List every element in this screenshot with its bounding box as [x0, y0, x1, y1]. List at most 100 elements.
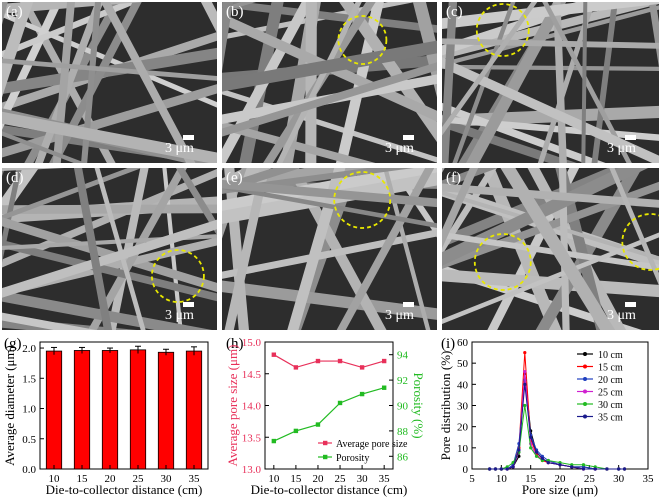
- sem-panel: (f) 3 μm: [442, 168, 659, 330]
- series-marker: [540, 456, 545, 461]
- bar: [129, 349, 147, 470]
- y-tick-label: 30: [457, 401, 469, 413]
- porosity-marker: [293, 428, 299, 434]
- fiber: [222, 179, 437, 208]
- fiber: [442, 5, 659, 67]
- fiber: [200, 2, 217, 34]
- fiber: [442, 38, 659, 49]
- fiber: [2, 168, 142, 221]
- fiber: [94, 168, 146, 330]
- series-marker: [529, 435, 533, 439]
- fiber: [222, 168, 272, 192]
- scale-bar-label: 3 μm: [385, 141, 414, 156]
- x-tick-label: 35: [189, 473, 201, 485]
- y-axis-label: Average diameter (μm): [2, 345, 17, 466]
- y-right-tick-label: 94: [397, 350, 409, 362]
- fiber-image: [2, 2, 217, 163]
- y-right-tick-label: 92: [397, 375, 408, 387]
- series-marker: [488, 467, 492, 471]
- fiber: [276, 2, 362, 163]
- y-tick-label: 0: [463, 464, 469, 476]
- x-tick-label: 35: [643, 473, 655, 485]
- fiber: [2, 2, 34, 98]
- bar: [101, 350, 119, 470]
- panel-label: (i): [441, 336, 455, 352]
- legend-label: Porosity: [336, 453, 369, 464]
- fiber-image: [222, 168, 437, 330]
- series-marker: [570, 465, 574, 469]
- bar: [73, 350, 91, 470]
- fiber: [442, 183, 659, 208]
- series-marker: [523, 350, 527, 355]
- x-tick-label: 30: [161, 473, 173, 485]
- series-marker: [523, 403, 527, 408]
- fiber: [442, 168, 479, 249]
- highlight-circle: [337, 15, 388, 65]
- y-right-tick-label: 86: [397, 451, 409, 463]
- scale-bar: [403, 135, 414, 140]
- y-left-axis-label: Average pore size (μm): [225, 345, 240, 467]
- x-tick-label: 20: [555, 473, 567, 485]
- fiber: [591, 2, 618, 163]
- series-marker: [605, 467, 609, 471]
- y-left-tick-label: 13.0: [242, 464, 262, 476]
- fiber: [49, 2, 142, 163]
- x-tick-label: 25: [133, 473, 145, 485]
- x-tick-label: 20: [312, 473, 324, 485]
- fiber: [609, 168, 659, 286]
- series-marker: [558, 463, 562, 467]
- fiber: [383, 168, 431, 330]
- fiber: [336, 168, 435, 330]
- y-tick-label: 10: [457, 443, 469, 455]
- pore-size-marker: [381, 358, 387, 364]
- series-marker: [622, 467, 627, 471]
- pore-size-marker: [337, 358, 343, 364]
- series-marker: [581, 467, 586, 471]
- legend-marker: [583, 364, 587, 369]
- legend-label: Average pore size: [336, 439, 408, 450]
- series-marker: [493, 467, 498, 471]
- scale-bar: [403, 302, 414, 307]
- fiber: [2, 58, 217, 81]
- fiber: [222, 40, 437, 92]
- series-marker: [511, 465, 515, 469]
- x-axis-label: Pore size (μm): [522, 482, 598, 497]
- y-tick-label: 20: [457, 422, 469, 434]
- fiber-image: [222, 2, 437, 163]
- legend-marker: [323, 454, 328, 460]
- highlight-circle: [621, 213, 659, 271]
- series-marker: [499, 467, 503, 471]
- fiber: [535, 168, 643, 330]
- y-left-tick-label: 14.5: [242, 369, 262, 381]
- legend-label: 35 cm: [598, 413, 623, 424]
- pore-size-marker: [359, 365, 365, 370]
- series-marker: [593, 467, 597, 471]
- fiber: [442, 2, 538, 136]
- scale-bar: [183, 135, 194, 140]
- series-marker: [529, 446, 533, 450]
- scale-bar-label: 3 μm: [165, 141, 194, 156]
- sem-panel: (a) 3 μm: [2, 2, 217, 163]
- legend-marker: [323, 440, 328, 446]
- y-right-tick-label: 90: [397, 401, 409, 413]
- panel-label: (c): [446, 4, 463, 20]
- panel-label: (a): [6, 4, 23, 20]
- highlight-circle: [475, 3, 530, 57]
- fiber: [648, 2, 659, 68]
- x-tick-label: 25: [335, 473, 347, 485]
- fiber: [466, 2, 567, 163]
- x-tick-label: 10: [49, 473, 61, 485]
- scale-bar-label: 3 μm: [385, 308, 414, 323]
- pore-size-marker: [315, 358, 321, 364]
- fiber: [222, 184, 437, 228]
- fiber-image: [2, 168, 217, 330]
- series-marker: [617, 467, 621, 471]
- panel-label: (e): [226, 170, 243, 186]
- fiber: [442, 64, 659, 72]
- fiber: [581, 2, 588, 163]
- series-marker: [505, 467, 509, 471]
- fiber: [81, 2, 102, 163]
- x-tick-label: 35: [379, 473, 391, 485]
- y-axis-label: Pore distribution (%): [438, 351, 453, 461]
- x-tick-label: 25: [584, 473, 596, 485]
